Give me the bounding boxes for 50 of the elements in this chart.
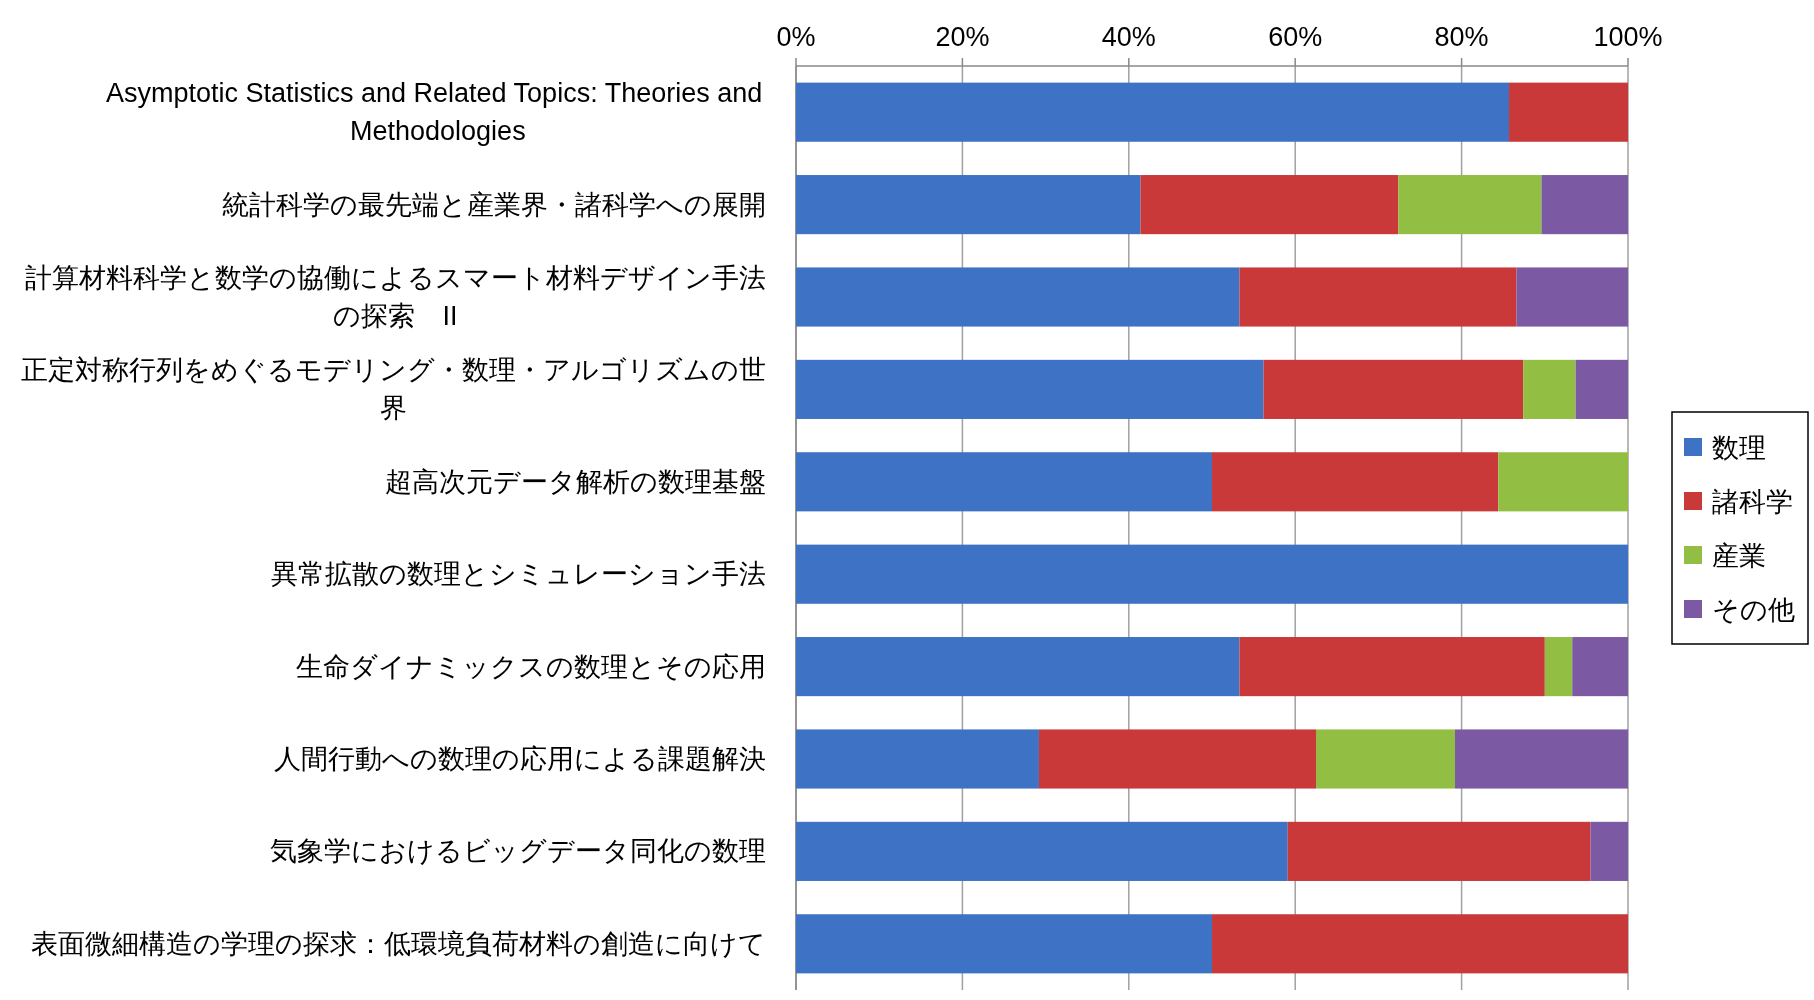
y-tick-label: 計算材料科学と数学の協働によるスマート材料デザイン手法の探索 II [25,263,766,331]
legend-label: 諸科学 [1712,487,1793,517]
bar [1454,729,1628,789]
legend-label: 数理 [1712,433,1766,463]
bar [1212,452,1499,512]
bar [1544,637,1573,697]
bar [1575,359,1628,419]
bar [1140,175,1399,235]
bar [1541,175,1628,235]
y-tick-label: 生命ダイナミックスの数理とその応用 [296,651,766,682]
x-tick-label: 60% [1268,22,1323,52]
bar [1239,637,1545,697]
x-tick-label: 40% [1101,22,1156,52]
bar [1038,729,1316,789]
bar [796,82,1510,142]
legend-label: その他 [1712,595,1795,625]
y-tick-label: 表面微細構造の学理の探求：低環境負荷材料の創造に向けて [31,928,766,959]
bar [1263,359,1524,419]
y-tick-label: Asymptotic Statistics and Related Topics: Theories and Methodologies [105,78,770,147]
bar [1523,359,1576,419]
bar [796,452,1212,512]
y-tick-label: 統計科学の最先端と産業界・諸科学への展開 [222,189,766,220]
x-tick-label: 100% [1593,22,1663,52]
bar [1239,267,1517,327]
bar [796,359,1264,419]
bar [1212,914,1628,974]
bar [796,729,1039,789]
y-tick-label: 異常拡散の数理とシミュレーション手法 [271,559,766,590]
y-tick-label: 超高次元データ解析の数理基盤 [385,466,766,497]
bar [1516,267,1628,327]
y-tick-label: 正定対称行列をめぐるモデリング・数理・アルゴリズムの世界 [21,355,766,424]
bar [1590,821,1628,881]
bar [1572,637,1628,697]
bar [796,544,1628,604]
bar [1498,452,1628,512]
x-tick-label: 20% [935,22,990,52]
y-tick-label: 人間行動への数理の応用による課題解決 [274,744,766,774]
bar [1316,729,1455,789]
bar [1287,821,1591,881]
bar [796,267,1240,327]
legend-label: 産業 [1712,541,1766,571]
bar [796,821,1288,881]
bar [1398,175,1542,235]
bar [796,175,1141,235]
bar [796,637,1240,697]
bar [1509,82,1628,142]
x-tick-label: 0% [776,22,816,52]
x-tick-label: 80% [1434,22,1489,52]
bar [796,914,1212,974]
y-tick-label: 気象学におけるビッグデータ同化の数理 [270,836,766,867]
